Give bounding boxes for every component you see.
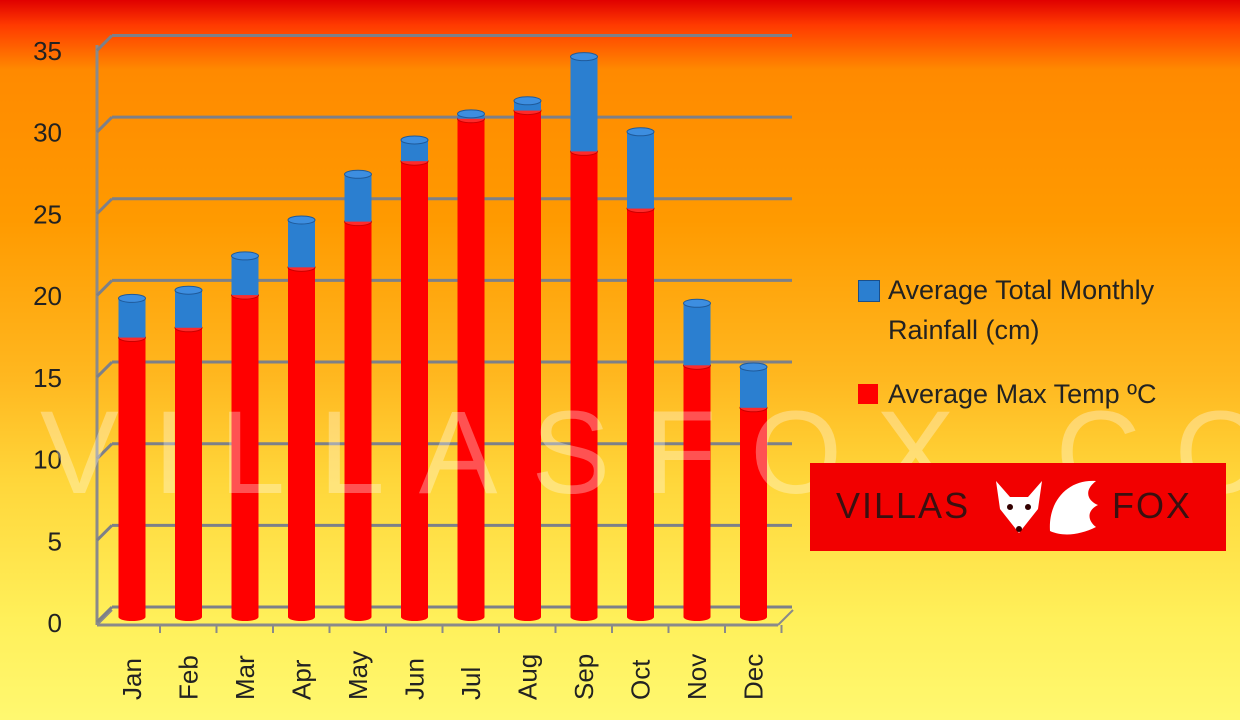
gridline-side [95, 116, 114, 134]
bar-temp-apr [288, 267, 315, 617]
bar-rainfall-jan [118, 298, 146, 338]
bar-top-cap [174, 285, 203, 295]
bar-rainfall-nov [683, 303, 711, 366]
x-tick-label: Jun [400, 658, 430, 700]
axis-corner [96, 609, 113, 626]
bar-top-cap [231, 251, 259, 261]
gridline-side [95, 279, 114, 297]
bar-rainfall-may [344, 174, 372, 222]
y-tick-label: 10 [33, 445, 62, 475]
gridline-side [95, 360, 114, 379]
x-tick-label: Mar [230, 655, 260, 700]
bar-bottom-cap [570, 613, 598, 621]
x-tick-label: Nov [682, 654, 712, 700]
legend-item-rainfall: Average Total Monthly Rainfall (cm) [858, 270, 1156, 350]
villasfox-logo: VILLAS FOX [810, 463, 1226, 551]
bar-top-cap [739, 362, 768, 372]
bar-bottom-cap [683, 613, 711, 621]
x-tick-label: Aug [513, 654, 543, 700]
legend-item-temp: Average Max Temp ºC [858, 374, 1156, 414]
legend-swatch-temp [858, 384, 878, 404]
x-tick-label: Feb [174, 655, 204, 700]
bar-temp-jul [457, 118, 485, 617]
x-tick-label: Apr [287, 659, 317, 700]
gridline-side [95, 197, 114, 215]
x-tick-label: Jan [117, 658, 147, 700]
bar-rainfall-apr [288, 219, 315, 268]
x-tick-label: Sep [569, 654, 599, 700]
bar-rainfall-dec [740, 366, 767, 408]
legend-label-temp: Average Max Temp ºC [888, 379, 1157, 409]
bar-top-cap [683, 298, 711, 308]
bar-rainfall-mar [231, 255, 259, 296]
gridline-side [95, 34, 114, 52]
bar-rainfall-oct [627, 131, 654, 209]
y-tick-label: 30 [33, 118, 62, 148]
bar-rainfall-aug [514, 100, 541, 111]
legend-label-rainfall-1: Average Total Monthly [888, 275, 1155, 305]
y-tick-label: 5 [48, 526, 62, 556]
bar-top-cap [570, 52, 598, 62]
logo-text-left: VILLAS [836, 485, 971, 526]
bar-bottom-cap [401, 613, 428, 621]
x-tick-label: Jul [456, 667, 486, 700]
legend-label-rainfall-2: Rainfall (cm) [888, 315, 1040, 345]
gridline-side [95, 524, 114, 542]
bar-bottom-cap [627, 613, 654, 621]
x-tick-label: Dec [739, 654, 769, 700]
bar-temp-jun [401, 161, 428, 618]
gridline-side [95, 442, 114, 460]
y-tick-label: 35 [33, 36, 62, 66]
bar-top-cap [287, 215, 316, 225]
bar-bottom-cap [175, 613, 202, 621]
bar-bottom-cap [457, 613, 485, 621]
legend: Average Total Monthly Rainfall (cm) Aver… [858, 270, 1156, 414]
bar-rainfall-feb [175, 290, 202, 328]
bar-top-cap [457, 109, 485, 119]
logo-text-right: FOX [1112, 485, 1193, 526]
fox-icon [996, 480, 1098, 535]
bar-bottom-cap [344, 613, 372, 621]
x-tick-label: Oct [626, 659, 656, 700]
bar-temp-oct [627, 208, 654, 617]
bar-bottom-cap [118, 613, 146, 621]
bar-top-cap [118, 293, 146, 303]
y-tick-label: 20 [33, 281, 62, 311]
bar-temp-may [344, 221, 372, 617]
bar-temp-nov [683, 365, 711, 617]
legend-swatch-rainfall [858, 280, 880, 302]
bar-rainfall-sep [570, 56, 598, 152]
bar-temp-jan [118, 337, 146, 617]
bar-top-cap [513, 96, 542, 106]
y-tick-label: 25 [33, 199, 62, 229]
gridline-side [95, 605, 114, 624]
bar-top-cap [626, 127, 655, 137]
bar-temp-feb [175, 327, 202, 617]
bar-temp-sep [570, 151, 598, 617]
axis-corner-right [777, 609, 794, 626]
bar-temp-aug [514, 110, 541, 618]
bar-bottom-cap [514, 613, 541, 621]
bar-rainfall-jun [401, 139, 428, 162]
bar-temp-dec [740, 407, 767, 617]
y-tick-label: 15 [33, 363, 62, 393]
bar-top-cap [400, 135, 429, 145]
bar-bottom-cap [288, 613, 315, 621]
bar-temp-mar [231, 295, 259, 617]
y-tick-label: 0 [48, 608, 62, 638]
bar-bottom-cap [231, 613, 259, 621]
bar-bottom-cap [740, 613, 767, 621]
bar-top-cap [344, 169, 372, 179]
x-tick-label: May [343, 651, 373, 700]
